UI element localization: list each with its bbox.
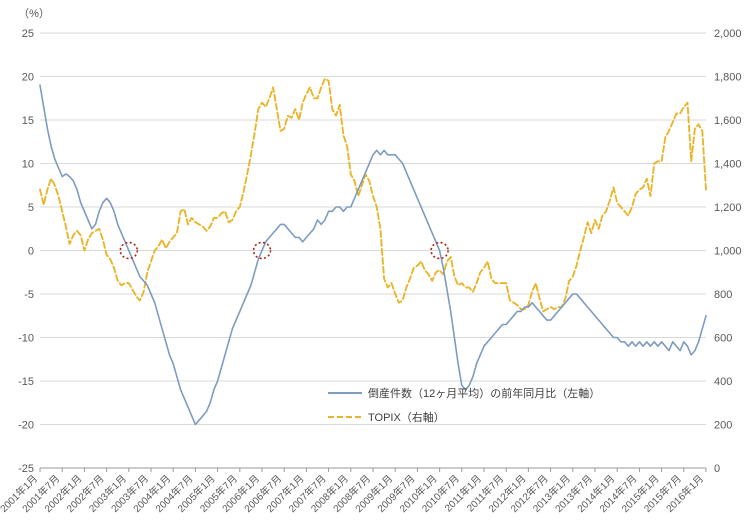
left-axis-tick-label: 15 bbox=[22, 115, 34, 127]
left-axis-tick-label: -5 bbox=[24, 289, 34, 301]
series-bankruptcy-line bbox=[39, 84, 707, 426]
zero-cross-circle bbox=[119, 241, 139, 260]
series-topix-line bbox=[39, 77, 707, 313]
right-axis-tick-label: 600 bbox=[714, 333, 732, 345]
left-axis-tick-label: -20 bbox=[18, 420, 34, 432]
right-axis-tick-label: 1,400 bbox=[714, 159, 742, 171]
left-axis-tick-label: -15 bbox=[18, 376, 34, 388]
left-axis-tick-label: 0 bbox=[28, 246, 34, 258]
right-axis-tick-label: 800 bbox=[714, 289, 732, 301]
right-axis-tick-label: 1,800 bbox=[714, 72, 742, 84]
left-axis-tick-label: -25 bbox=[18, 463, 34, 475]
right-axis-tick-label: 1,200 bbox=[714, 202, 742, 214]
legend-label-topix: TOPIX（右軸） bbox=[368, 410, 445, 424]
left-axis-unit-label: （%） bbox=[18, 7, 50, 20]
left-axis-tick-label: -10 bbox=[18, 333, 34, 345]
left-axis-tick-label: 25 bbox=[22, 28, 34, 40]
left-axis-tick-label: 5 bbox=[28, 202, 34, 214]
legend-label-bankruptcy: 倒産件数（12ヶ月平均）の前年同月比（左軸） bbox=[368, 386, 600, 400]
right-axis-tick-label: 2,000 bbox=[714, 28, 742, 40]
right-axis-tick-label: 200 bbox=[714, 420, 732, 432]
left-axis-tick-label: 20 bbox=[22, 72, 34, 84]
zero-cross-circle bbox=[430, 241, 449, 260]
right-axis-tick-label: 1,600 bbox=[714, 115, 742, 127]
right-axis-tick-label: 0 bbox=[714, 463, 720, 475]
right-axis-tick-label: 1,000 bbox=[714, 246, 742, 258]
right-axis-tick-label: 400 bbox=[714, 376, 732, 388]
left-axis-tick-label: 10 bbox=[22, 159, 34, 171]
zero-cross-circle bbox=[252, 241, 272, 260]
